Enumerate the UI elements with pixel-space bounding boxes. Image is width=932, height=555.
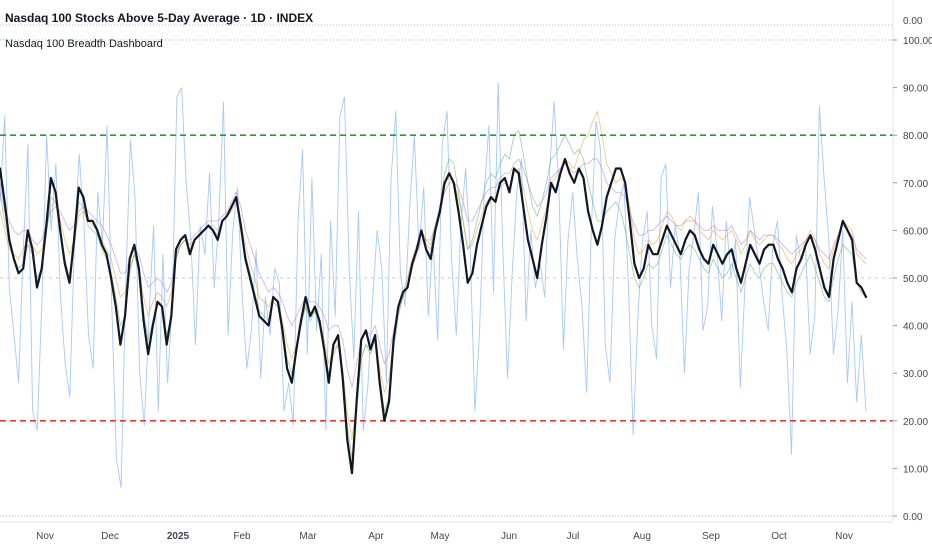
x-tick-label: Mar — [299, 531, 317, 542]
y-tick-label: 90.00 — [903, 84, 928, 95]
y-tick-label: 80.00 — [903, 131, 928, 142]
y-tick-label: 0.00 — [903, 512, 923, 523]
faint-series-layer — [0, 82, 867, 488]
series-line-main — [0, 157, 868, 475]
axes-layer: 0.00 10.00 20.00 30.00 40.00 50.00 60.00 70.00 8… — [0, 0, 932, 542]
series-line-ma200 — [0, 129, 867, 460]
x-tick-label: Aug — [633, 531, 651, 542]
x-tick-label: Dec — [101, 531, 119, 542]
x-tick-label: Feb — [233, 531, 251, 542]
x-tick-label: May — [431, 531, 450, 542]
y-tick-label: 70.00 — [903, 179, 928, 190]
y-tick-label: 60.00 — [903, 226, 928, 237]
y-tick-label: 30.00 — [903, 369, 928, 380]
chart-title: Nasdaq 100 Stocks Above 5-Day Average · … — [5, 11, 314, 25]
y-tick-label: 40.00 — [903, 322, 928, 333]
x-tick-label: Apr — [368, 531, 384, 542]
y-tick-label: 10.00 — [903, 464, 928, 475]
main-series-layer — [0, 157, 868, 475]
series-line-ma50 — [0, 158, 867, 388]
x-tick-label: Sep — [702, 531, 720, 542]
x-tick-label: Jul — [567, 531, 580, 542]
reference-lines-layer — [0, 134, 893, 422]
y-tick-label: 100.00 — [903, 36, 932, 47]
indicator-label: Nasdaq 100 Breadth Dashboard — [5, 38, 163, 50]
x-tick-label: Jun — [501, 531, 517, 542]
x-tick-label: Oct — [771, 531, 787, 542]
y-tick-label: 20.00 — [903, 417, 928, 428]
x-tick-label: Nov — [36, 531, 54, 542]
y-top-label: 0.00 — [903, 16, 923, 27]
x-tick-label: Nov — [835, 531, 853, 542]
x-tick-label: 2025 — [167, 531, 190, 542]
y-tick-label: 50.00 — [903, 274, 928, 285]
